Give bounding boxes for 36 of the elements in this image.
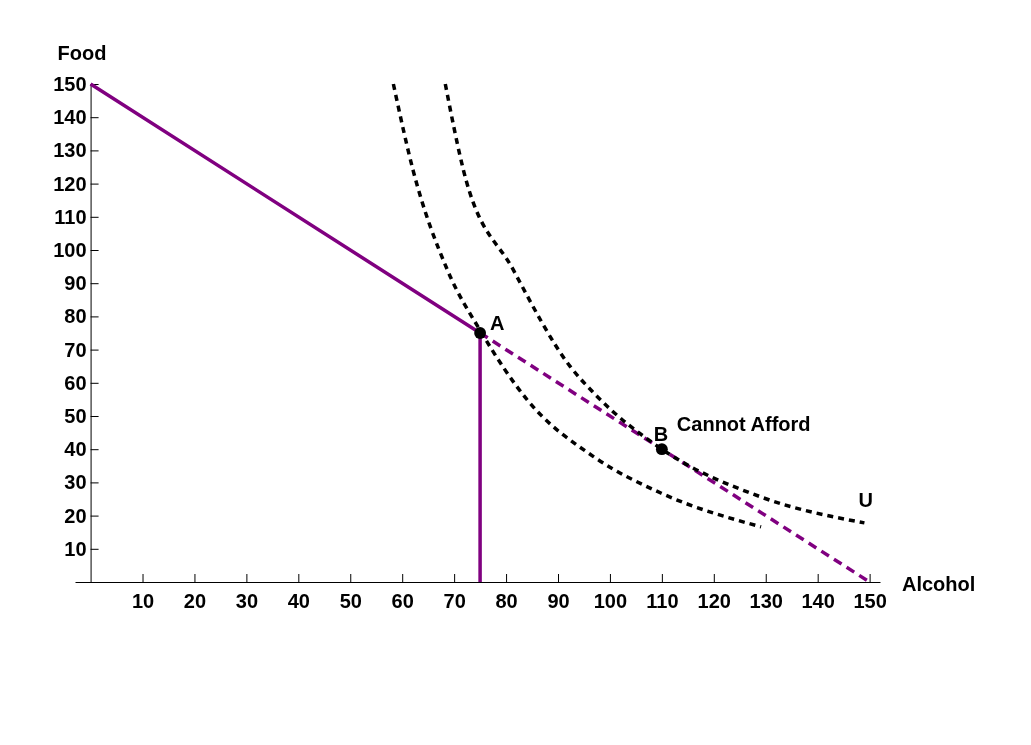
y-tick-label: 150: [53, 72, 87, 95]
x-tick-label: 100: [593, 590, 628, 613]
y-tick-label: 110: [54, 205, 87, 228]
annotation: Cannot Afford: [676, 413, 811, 436]
y-tick-label: 90: [64, 272, 87, 295]
x-tick-label: 30: [235, 590, 259, 613]
x-tick-label: 120: [697, 590, 731, 613]
x-tick-label: 80: [495, 590, 518, 613]
x-tick-label: 40: [287, 590, 310, 613]
x-tick-label: 130: [749, 590, 783, 613]
x-tick-label: 90: [547, 590, 570, 613]
annotation: B: [653, 423, 669, 446]
x-tick-label: 140: [801, 590, 835, 613]
y-tick-label: 50: [64, 404, 87, 427]
y-tick-label: 70: [64, 338, 87, 361]
y-tick-label: 30: [64, 471, 87, 494]
y-tick-label: 120: [53, 172, 87, 195]
annotation: A: [490, 312, 505, 334]
x-tick-label: 150: [853, 590, 887, 613]
annotation: U: [858, 488, 873, 511]
x-tick-label: 110: [646, 590, 679, 613]
y-tick-label: 40: [64, 438, 87, 461]
y-tick-label: 20: [64, 504, 87, 527]
y-tick-label: 100: [53, 238, 87, 261]
x-tick-label: 60: [391, 590, 414, 613]
y-tick-label: 60: [64, 371, 87, 394]
y-axis-title: Food: [57, 42, 107, 64]
y-tick-label: 10: [64, 537, 87, 560]
y-tick-label: 140: [53, 106, 87, 129]
x-axis-title: Alcohol: [902, 573, 976, 595]
x-tick-label: 50: [339, 590, 362, 613]
y-tick-label: 80: [64, 305, 87, 328]
x-tick-label: 70: [443, 590, 466, 613]
x-tick-label: 20: [183, 590, 207, 613]
y-tick-label: 130: [53, 139, 87, 162]
x-tick-label: 10: [131, 590, 155, 613]
